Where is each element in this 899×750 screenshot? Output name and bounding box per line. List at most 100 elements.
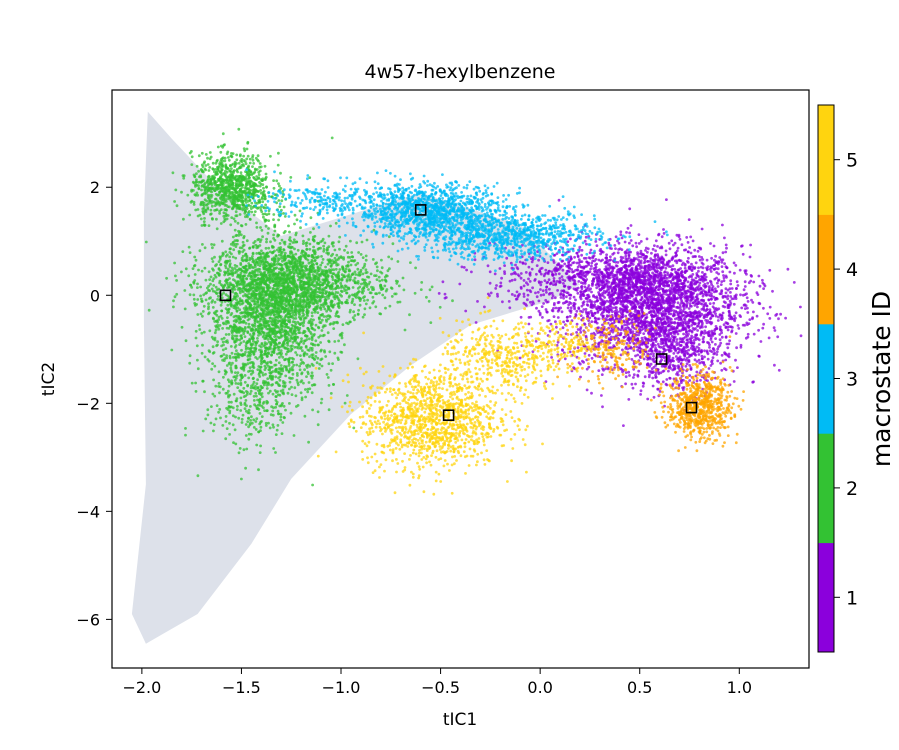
data-point [649, 309, 653, 313]
data-point [686, 301, 689, 304]
data-point [557, 272, 561, 276]
data-point [583, 352, 587, 355]
data-point [229, 304, 233, 308]
chart-title: 4w57-hexylbenzene [364, 61, 555, 83]
data-point [561, 259, 565, 263]
data-point [757, 355, 761, 358]
data-point [610, 289, 614, 293]
data-point [607, 310, 611, 314]
data-point [558, 279, 562, 283]
data-point [667, 331, 671, 335]
data-point [437, 292, 441, 295]
data-point [556, 316, 560, 319]
data-point [659, 329, 663, 333]
data-point [473, 258, 477, 262]
data-point [734, 332, 738, 335]
data-point [616, 239, 619, 243]
data-point [616, 301, 620, 305]
data-point [667, 348, 670, 351]
data-point [531, 286, 534, 290]
data-point [657, 350, 661, 354]
data-point [692, 313, 695, 316]
data-point [656, 387, 660, 391]
data-point [713, 287, 717, 291]
data-point [705, 258, 709, 262]
data-point [607, 346, 611, 350]
data-point [719, 283, 723, 286]
data-point [619, 331, 623, 335]
data-point [219, 303, 223, 307]
data-point [551, 294, 555, 297]
data-point [620, 248, 624, 252]
data-point [617, 241, 621, 245]
data-point [776, 335, 780, 339]
data-point [728, 299, 732, 303]
data-point [650, 251, 653, 255]
data-point [516, 295, 520, 299]
data-point [622, 273, 625, 277]
data-point [668, 319, 671, 323]
data-point [697, 353, 701, 356]
data-point [630, 382, 634, 386]
data-point [626, 321, 629, 324]
data-point [720, 335, 724, 339]
data-point [494, 287, 498, 290]
data-point [579, 326, 583, 330]
data-point [652, 309, 655, 312]
data-point [544, 271, 548, 275]
data-point [682, 317, 686, 321]
data-point [384, 306, 387, 310]
data-point [680, 337, 683, 341]
data-point [715, 327, 719, 330]
data-point [299, 391, 303, 395]
data-point [607, 326, 611, 330]
data-point [696, 297, 700, 301]
data-point [677, 233, 681, 237]
data-point [589, 248, 593, 252]
data-point [563, 285, 566, 288]
data-point [631, 263, 635, 266]
data-point [666, 306, 669, 310]
data-point [535, 306, 538, 310]
data-point [661, 380, 665, 384]
data-point [729, 279, 733, 283]
data-point [500, 276, 503, 280]
data-point [570, 268, 574, 271]
data-point [565, 295, 568, 299]
data-point [690, 334, 693, 338]
data-point [714, 343, 717, 346]
data-point [743, 269, 747, 273]
data-point [695, 333, 698, 337]
data-point [249, 372, 253, 376]
data-point [585, 303, 589, 306]
data-point [651, 286, 655, 290]
data-point [592, 294, 595, 297]
data-point [688, 337, 692, 340]
data-point [569, 302, 573, 305]
data-point [646, 250, 649, 254]
data-point [305, 375, 308, 378]
data-point [635, 319, 638, 323]
data-point [629, 250, 632, 254]
data-point [561, 268, 565, 272]
data-point [708, 346, 711, 349]
data-point [651, 344, 655, 348]
data-point [630, 269, 634, 273]
data-point [682, 261, 685, 265]
data-point [518, 292, 521, 296]
data-point [499, 281, 503, 285]
data-point [669, 273, 673, 277]
data-point [541, 289, 545, 293]
data-point [624, 371, 628, 374]
data-point [702, 332, 706, 335]
data-point [669, 349, 673, 353]
data-point [641, 384, 645, 388]
data-point [654, 286, 658, 290]
data-point [716, 319, 720, 322]
data-point [690, 278, 694, 282]
data-point [493, 272, 497, 276]
data-point [639, 389, 643, 393]
data-point [637, 310, 641, 314]
data-point [528, 280, 532, 283]
data-point [714, 261, 718, 264]
